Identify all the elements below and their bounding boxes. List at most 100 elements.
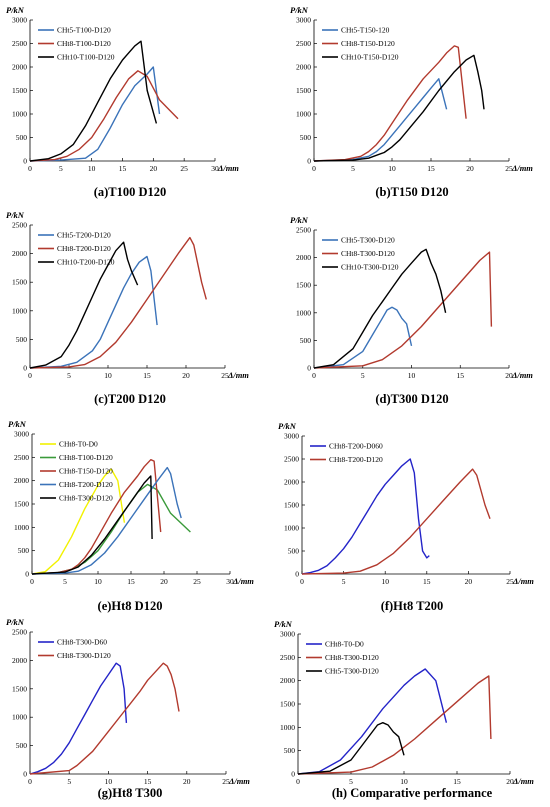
series-line-1 xyxy=(29,662,128,775)
panel-caption: (h) Comparative performance xyxy=(332,786,493,800)
y-tick-label: 500 xyxy=(16,335,28,344)
series-line-2 xyxy=(29,662,180,775)
chart-panel-7: 0 500 1000 1500 2000 2500 0 5 10 15 20 25 P/kN Δ/mm CH… xyxy=(6,617,250,800)
y-tick-label: 2000 xyxy=(12,63,27,72)
y-tick-label: 3000 xyxy=(280,630,295,639)
y-tick-label: 2000 xyxy=(296,253,311,262)
legend-entry: CHt10-T100-D120 xyxy=(57,53,115,62)
y-tick-label: 0 xyxy=(23,364,27,373)
y-tick-label: 2500 xyxy=(12,39,27,48)
y-tick-label: 1500 xyxy=(296,86,311,95)
x-axis-label: Δ/mm xyxy=(511,370,533,380)
x-tick-label: 0 xyxy=(300,577,304,586)
series-line-2 xyxy=(313,251,493,369)
series-line-2 xyxy=(301,468,491,575)
legend-entry: CHt5-T200-D120 xyxy=(57,231,111,240)
x-tick-label: 0 xyxy=(312,164,316,173)
y-tick-label: 2500 xyxy=(12,221,27,230)
y-tick-label: 0 xyxy=(291,770,295,779)
x-tick-label: 20 xyxy=(505,371,513,380)
series-line-1 xyxy=(31,468,126,575)
x-tick-label: 20 xyxy=(506,777,514,786)
series-line-3 xyxy=(313,54,485,162)
y-tick-label: 0 xyxy=(23,157,27,166)
legend-entry: CHt8-T300-D120 xyxy=(59,494,113,503)
y-tick-label: 3000 xyxy=(284,432,299,441)
y-tick-label: 3000 xyxy=(296,16,311,25)
y-tick-label: 1500 xyxy=(284,501,299,510)
x-tick-label: 15 xyxy=(119,164,127,173)
y-axis-label: P/kN xyxy=(8,419,27,429)
x-tick-label: 5 xyxy=(67,371,71,380)
series-line-1 xyxy=(29,255,158,369)
x-tick-label: 30 xyxy=(226,577,234,586)
y-axis-label: P/kN xyxy=(290,5,309,15)
legend-entry: CHt5-T300-D120 xyxy=(325,667,379,676)
x-tick-label: 20 xyxy=(182,371,190,380)
panel-caption: (e)Ht8 D120 xyxy=(98,599,163,613)
x-axis-label: Δ/mm xyxy=(228,776,250,786)
legend-entry: CHt8-T150-D120 xyxy=(59,467,113,476)
x-tick-label: 15 xyxy=(143,371,151,380)
y-tick-label: 1000 xyxy=(296,308,311,317)
chart-panel-6: 0 500 1000 1500 2000 2500 3000 0 5 10 15 20 25 P/kN Δ/… xyxy=(278,421,534,613)
legend-entry: CHt8-T300-D120 xyxy=(57,651,111,660)
panel-caption: (b)T150 D120 xyxy=(375,185,448,199)
y-tick-label: 1000 xyxy=(12,306,27,315)
panel-caption: (d)T300 D120 xyxy=(375,392,448,406)
x-tick-label: 15 xyxy=(457,371,465,380)
y-tick-label: 1500 xyxy=(296,281,311,290)
legend-entry: CHt8-T0-D0 xyxy=(59,440,98,449)
x-tick-label: 0 xyxy=(28,371,32,380)
x-tick-label: 25 xyxy=(505,164,513,173)
series-line-2 xyxy=(29,70,179,162)
chart-panel-3: 0 500 1000 1500 2000 2500 0 5 10 15 20 25 P/kN Δ/mm CH… xyxy=(6,210,249,406)
x-tick-label: 10 xyxy=(105,777,113,786)
series-line-3 xyxy=(31,459,162,575)
x-tick-label: 5 xyxy=(351,164,355,173)
legend-entry: CHt8-T100-D120 xyxy=(59,453,113,462)
panel-caption: (a)T100 D120 xyxy=(94,185,167,199)
x-tick-label: 10 xyxy=(94,577,102,586)
x-tick-label: 20 xyxy=(466,164,474,173)
x-tick-label: 25 xyxy=(193,577,201,586)
series-line-1 xyxy=(301,458,430,575)
y-tick-label: 2500 xyxy=(12,628,27,637)
x-tick-label: 10 xyxy=(388,164,396,173)
legend-entry: CHt8-T300-D60 xyxy=(57,638,107,647)
y-axis-label: P/kN xyxy=(6,210,25,220)
legend-entry: CHt8-T200-D120 xyxy=(329,455,383,464)
y-tick-label: 1500 xyxy=(14,500,29,509)
y-tick-label: 2000 xyxy=(12,249,27,258)
x-tick-label: 15 xyxy=(423,577,431,586)
y-tick-label: 1500 xyxy=(280,700,295,709)
x-tick-label: 20 xyxy=(465,577,473,586)
y-tick-label: 500 xyxy=(288,547,300,556)
x-tick-label: 15 xyxy=(127,577,135,586)
legend-entry: CHt8-T200-D120 xyxy=(57,244,111,253)
series-line-3 xyxy=(29,40,158,162)
x-axis-label: Δ/mm xyxy=(511,163,533,173)
y-tick-label: 2000 xyxy=(14,476,29,485)
legend-entry: CHt8-T300-D120 xyxy=(341,249,395,258)
x-tick-label: 10 xyxy=(400,777,408,786)
x-tick-label: 25 xyxy=(221,371,229,380)
y-axis-label: P/kN xyxy=(278,421,297,431)
y-tick-label: 2500 xyxy=(14,453,29,462)
y-tick-label: 3000 xyxy=(12,16,27,25)
y-tick-label: 2500 xyxy=(296,39,311,48)
y-tick-label: 1000 xyxy=(12,713,27,722)
y-tick-label: 500 xyxy=(18,546,30,555)
x-tick-label: 20 xyxy=(160,577,168,586)
y-tick-label: 1000 xyxy=(284,524,299,533)
x-tick-label: 5 xyxy=(63,577,67,586)
x-tick-label: 20 xyxy=(183,777,191,786)
x-axis-label: Δ/mm xyxy=(217,163,239,173)
y-tick-label: 0 xyxy=(307,364,311,373)
chart-panel-4: 0 500 1000 1500 2000 2500 0 5 10 15 20 P/kN Δ/mm CHt5… xyxy=(290,215,533,406)
series-line-1 xyxy=(29,66,161,162)
y-tick-label: 500 xyxy=(16,741,28,750)
legend-entry: CHt8-T300-D120 xyxy=(325,653,379,662)
y-axis-label: P/kN xyxy=(290,215,309,225)
